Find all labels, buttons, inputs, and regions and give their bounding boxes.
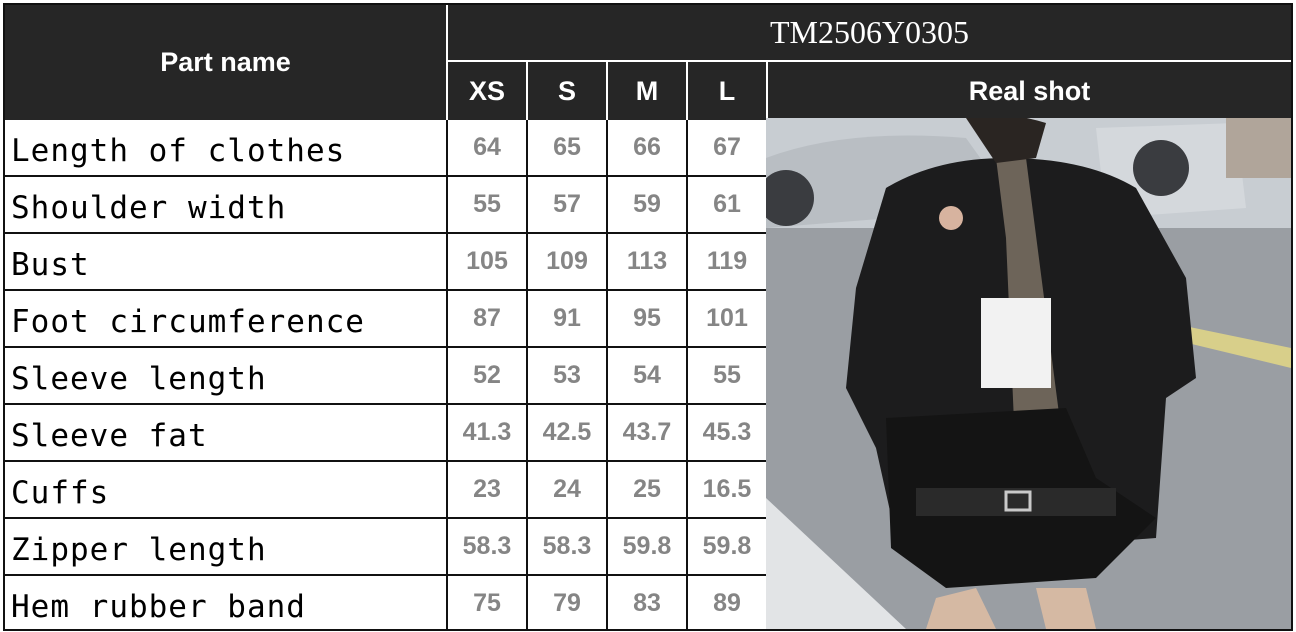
jacket-model-image xyxy=(766,118,1291,629)
part-name-cell: Zipper length xyxy=(5,519,448,576)
measurement-cell-m: 59.8 xyxy=(608,519,688,576)
size-header-s: S xyxy=(528,62,608,120)
measurement-cell-m: 83 xyxy=(608,576,688,631)
measurement-cell-l: 59.8 xyxy=(688,519,768,576)
measurement-cell-l: 67 xyxy=(688,120,768,177)
product-code-header: TM2506Y0305 xyxy=(448,5,1291,62)
measurement-cell-l: 119 xyxy=(688,234,768,291)
measurement-cell-xs: 23 xyxy=(448,462,528,519)
measurement-cell-s: 57 xyxy=(528,177,608,234)
measurement-cell-xs: 75 xyxy=(448,576,528,631)
measurement-cell-xs: 64 xyxy=(448,120,528,177)
measurement-cell-l: 101 xyxy=(688,291,768,348)
measurement-cell-l: 45.3 xyxy=(688,405,768,462)
measurement-cell-m: 113 xyxy=(608,234,688,291)
measurement-cell-s: 79 xyxy=(528,576,608,631)
size-chart-table: Part name TM2506Y0305 XS S M L Real shot Le… xyxy=(3,3,1293,631)
measurement-cell-m: 95 xyxy=(608,291,688,348)
part-name-cell: Shoulder width xyxy=(5,177,448,234)
measurement-cell-s: 53 xyxy=(528,348,608,405)
real-shot-header: Real shot xyxy=(768,62,1291,120)
part-name-cell: Foot circumference xyxy=(5,291,448,348)
product-real-shot-photo xyxy=(766,118,1291,629)
measurement-cell-xs: 52 xyxy=(448,348,528,405)
measurement-cell-m: 43.7 xyxy=(608,405,688,462)
measurement-cell-xs: 55 xyxy=(448,177,528,234)
measurement-cell-l: 16.5 xyxy=(688,462,768,519)
part-name-cell: Hem rubber band xyxy=(5,576,448,631)
part-name-cell: Cuffs xyxy=(5,462,448,519)
measurement-cell-m: 59 xyxy=(608,177,688,234)
measurement-cell-s: 58.3 xyxy=(528,519,608,576)
size-header-l: L xyxy=(688,62,768,120)
measurement-cell-l: 61 xyxy=(688,177,768,234)
measurement-cell-l: 89 xyxy=(688,576,768,631)
part-name-header: Part name xyxy=(5,5,448,120)
measurement-cell-s: 24 xyxy=(528,462,608,519)
size-header-m: M xyxy=(608,62,688,120)
measurement-cell-m: 25 xyxy=(608,462,688,519)
measurement-cell-s: 42.5 xyxy=(528,405,608,462)
measurement-cell-xs: 87 xyxy=(448,291,528,348)
measurement-cell-l: 55 xyxy=(688,348,768,405)
size-header-xs: XS xyxy=(448,62,528,120)
part-name-cell: Bust xyxy=(5,234,448,291)
measurement-cell-s: 65 xyxy=(528,120,608,177)
measurement-cell-s: 91 xyxy=(528,291,608,348)
part-name-cell: Sleeve length xyxy=(5,348,448,405)
measurement-cell-xs: 105 xyxy=(448,234,528,291)
measurement-cell-xs: 58.3 xyxy=(448,519,528,576)
measurement-cell-s: 109 xyxy=(528,234,608,291)
part-name-cell: Length of clothes xyxy=(5,120,448,177)
measurement-cell-m: 54 xyxy=(608,348,688,405)
measurement-cell-xs: 41.3 xyxy=(448,405,528,462)
part-name-cell: Sleeve fat xyxy=(5,405,448,462)
measurement-cell-m: 66 xyxy=(608,120,688,177)
